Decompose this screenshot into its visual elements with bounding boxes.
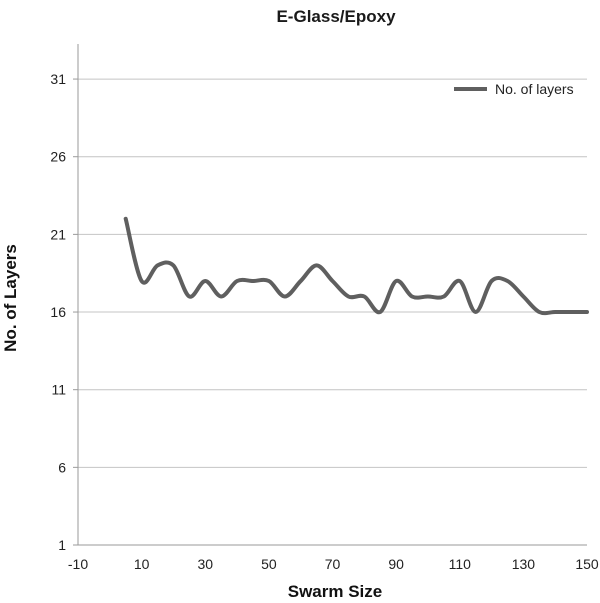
data-point xyxy=(171,263,175,267)
gridlines xyxy=(78,78,587,468)
data-point xyxy=(458,279,462,283)
data-point xyxy=(203,279,207,283)
y-tick-label: 1 xyxy=(58,537,66,553)
x-tick-label: 70 xyxy=(325,556,341,572)
x-tick-label: 110 xyxy=(449,556,472,572)
y-tick-label: 31 xyxy=(50,71,66,87)
data-point xyxy=(378,310,382,314)
data-point xyxy=(156,263,160,267)
legend-label: No. of layers xyxy=(495,81,574,97)
x-tick-label: 50 xyxy=(261,556,277,572)
data-point xyxy=(490,279,494,283)
series-line-0 xyxy=(123,216,589,316)
data-point xyxy=(426,295,430,299)
data-point xyxy=(394,279,398,283)
x-tick-label: 130 xyxy=(512,556,536,572)
data-point xyxy=(283,295,287,299)
y-tick-label: 26 xyxy=(50,149,66,165)
y-tick-label: 11 xyxy=(51,382,66,398)
data-point xyxy=(537,310,541,314)
x-tick-label: 90 xyxy=(388,556,404,572)
data-point xyxy=(299,279,303,283)
y-axis-label: No. of Layers xyxy=(1,244,20,352)
data-point xyxy=(251,279,255,283)
series-group xyxy=(123,216,589,316)
y-tick-label: 16 xyxy=(50,304,66,320)
data-point xyxy=(235,279,239,283)
data-point xyxy=(506,279,510,283)
data-point xyxy=(442,295,446,299)
x-axis-label: Swarm Size xyxy=(288,582,383,601)
data-point xyxy=(267,279,271,283)
data-point xyxy=(410,295,414,299)
data-point xyxy=(521,295,525,299)
data-point xyxy=(474,310,478,314)
chart-title: E-Glass/Epoxy xyxy=(276,7,396,26)
data-point xyxy=(346,295,350,299)
legend: No. of layers xyxy=(454,81,574,97)
data-point xyxy=(569,310,573,314)
x-tick-label: 10 xyxy=(134,556,150,572)
x-tick-label: -10 xyxy=(68,556,88,572)
data-point xyxy=(362,295,366,299)
data-point xyxy=(187,295,191,299)
x-tick-labels: -10 10 30 50 70 90 110 130 150 xyxy=(68,556,599,572)
data-point xyxy=(553,310,557,314)
x-tick-label: 30 xyxy=(197,556,213,572)
data-point xyxy=(585,310,589,314)
data-point xyxy=(124,217,128,221)
data-point xyxy=(331,279,335,283)
data-point xyxy=(315,263,319,267)
data-point xyxy=(219,295,223,299)
y-tick-label: 6 xyxy=(58,459,66,475)
y-tick-label: 21 xyxy=(50,226,66,242)
x-tick-label: 150 xyxy=(575,556,599,572)
data-point xyxy=(140,279,144,283)
